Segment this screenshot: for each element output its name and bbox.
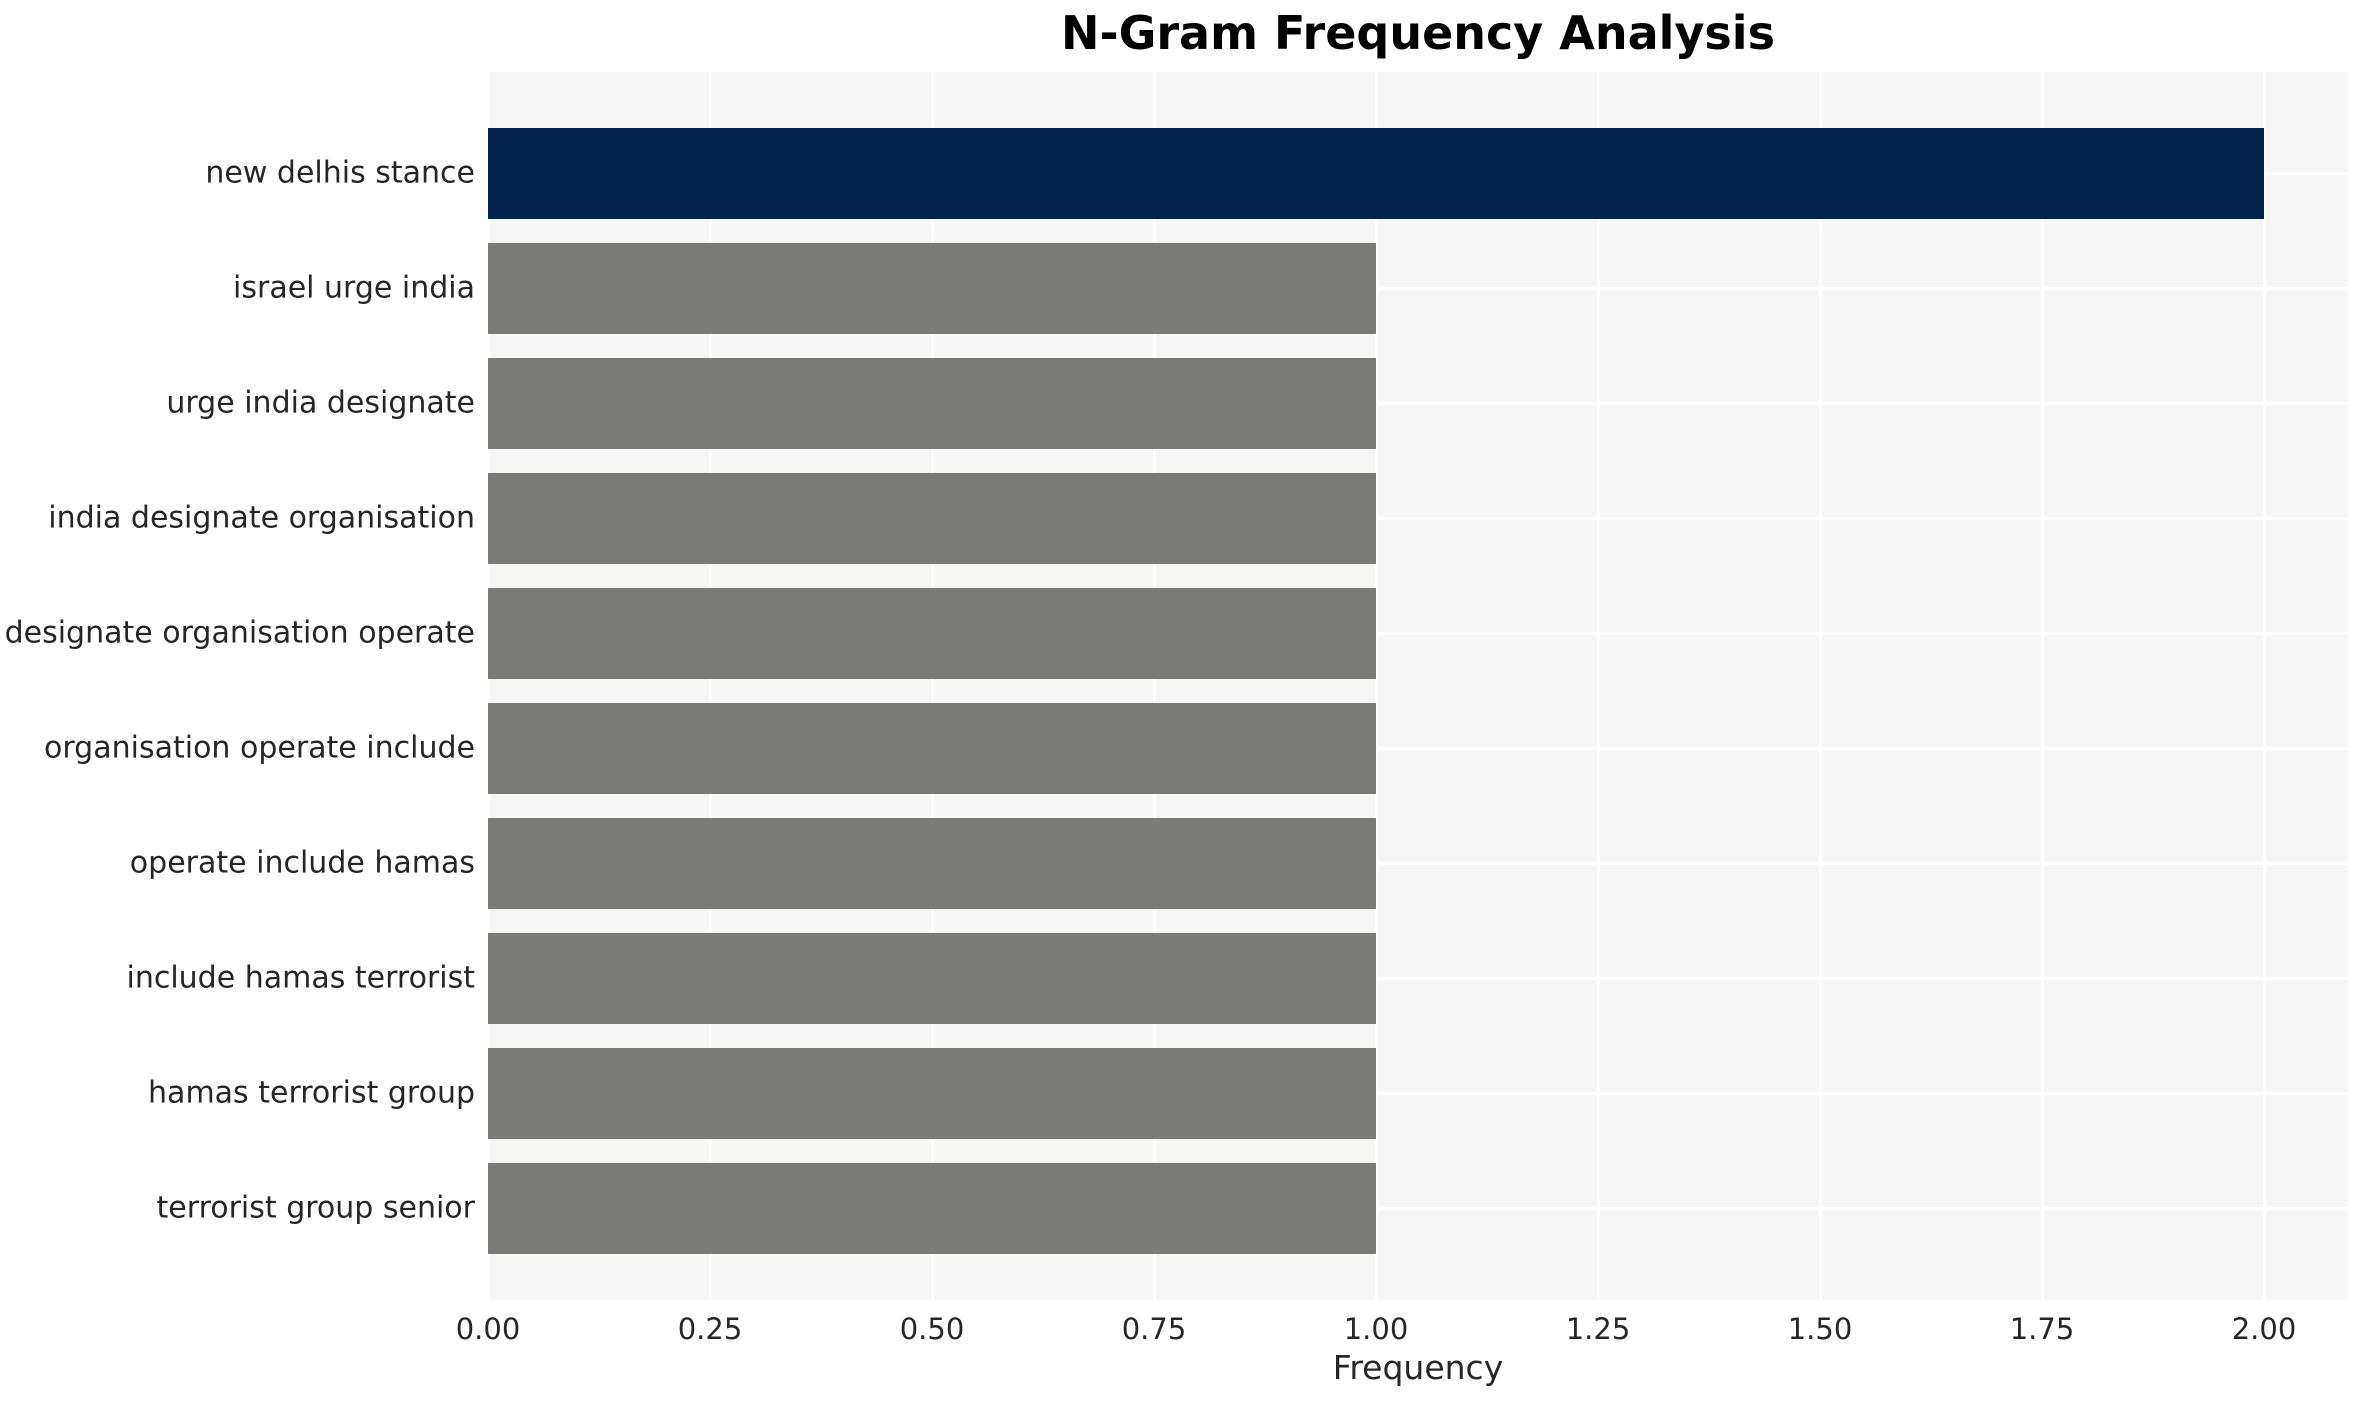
bar xyxy=(488,587,1376,679)
vertical-gridline xyxy=(487,72,490,1300)
y-tick-label: terrorist group senior xyxy=(156,1190,475,1226)
y-tick-label: designate organisation operate xyxy=(4,615,475,651)
horizontal-gridline xyxy=(488,1092,2348,1095)
bar xyxy=(488,1162,1376,1254)
y-tick-label: organisation operate include xyxy=(44,730,475,766)
vertical-gridline xyxy=(1819,72,1822,1300)
y-tick-label: urge india designate xyxy=(166,385,475,421)
vertical-gridline xyxy=(1375,72,1378,1300)
horizontal-gridline xyxy=(488,287,2348,290)
horizontal-gridline xyxy=(488,862,2348,865)
vertical-gridline xyxy=(2041,72,2044,1300)
horizontal-gridline xyxy=(488,977,2348,980)
y-tick-label: operate include hamas xyxy=(129,845,475,881)
y-tick-label: israel urge india xyxy=(233,270,475,306)
y-tick-label: hamas terrorist group xyxy=(148,1075,475,1111)
vertical-gridline xyxy=(1153,72,1156,1300)
y-tick-label: new delhis stance xyxy=(205,155,475,191)
bar xyxy=(488,932,1376,1024)
y-tick-label: include hamas terrorist xyxy=(126,960,475,996)
x-tick-label: 1.25 xyxy=(1565,1312,1631,1346)
x-tick-label: 1.50 xyxy=(1787,1312,1853,1346)
horizontal-gridline xyxy=(488,517,2348,520)
x-tick-label: 2.00 xyxy=(2231,1312,2297,1346)
bar xyxy=(488,1047,1376,1139)
bar xyxy=(488,127,2264,219)
chart-title: N-Gram Frequency Analysis xyxy=(1061,6,1775,60)
y-tick-label: india designate organisation xyxy=(48,500,475,536)
plot-area xyxy=(487,72,2348,1300)
x-axis-title: Frequency xyxy=(1332,1348,1504,1387)
vertical-gridline xyxy=(931,72,934,1300)
bar xyxy=(488,702,1376,794)
horizontal-gridline xyxy=(488,632,2348,635)
vertical-gridline xyxy=(709,72,712,1300)
bar xyxy=(488,357,1376,449)
vertical-gridline xyxy=(1597,72,1600,1300)
x-tick-label: 0.50 xyxy=(899,1312,965,1346)
horizontal-gridline xyxy=(488,402,2348,405)
bar xyxy=(488,242,1376,334)
bar xyxy=(488,472,1376,564)
x-tick-label: 0.25 xyxy=(677,1312,743,1346)
horizontal-gridline xyxy=(488,1207,2348,1210)
horizontal-gridline xyxy=(488,747,2348,750)
x-tick-label: 0.00 xyxy=(455,1312,521,1346)
x-tick-label: 1.75 xyxy=(2009,1312,2075,1346)
vertical-gridline xyxy=(2263,72,2266,1300)
bar xyxy=(488,817,1376,909)
x-tick-label: 1.00 xyxy=(1343,1312,1409,1346)
x-tick-label: 0.75 xyxy=(1121,1312,1187,1346)
